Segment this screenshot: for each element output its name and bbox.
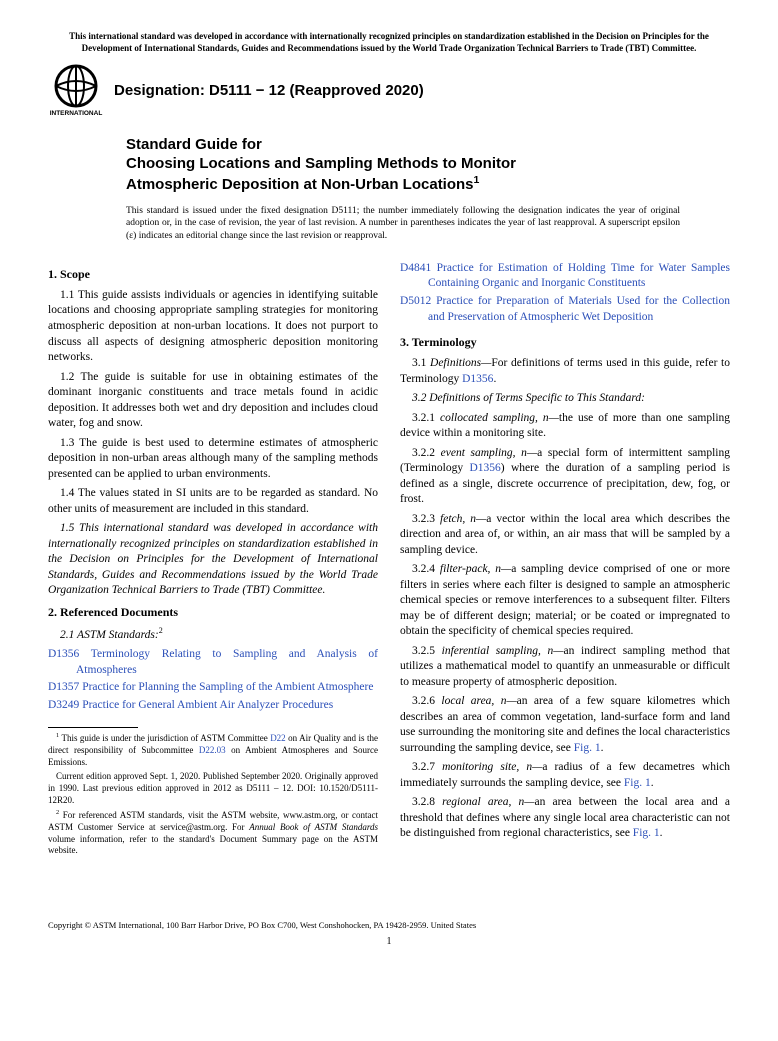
title-main: Choosing Locations and Sampling Methods … <box>126 155 710 195</box>
ref-link-d3249[interactable]: D3249 <box>48 699 79 711</box>
para-3-1: 3.1 Definitions—For definitions of terms… <box>400 356 730 387</box>
footnote-rule <box>48 727 138 728</box>
left-column: 1. Scope 1.1 This guide assists individu… <box>48 261 378 860</box>
right-column: D4841 Practice for Estimation of Holding… <box>400 261 730 860</box>
ref-d5012: D5012 Practice for Preparation of Materi… <box>400 294 730 325</box>
para-3-2-1: 3.2.1 collocated sampling, n—the use of … <box>400 411 730 442</box>
ref-d3249: D3249 Practice for General Ambient Air A… <box>48 698 378 714</box>
term-link-d1356-2[interactable]: D1356 <box>469 462 500 474</box>
para-3-2-4: 3.2.4 filter-pack, n—a sampling device c… <box>400 562 730 640</box>
title-lead: Standard Guide for <box>126 136 710 155</box>
fig1-link-c[interactable]: Fig. 1 <box>633 827 660 839</box>
para-3-2: 3.2 Definitions of Terms Specific to Thi… <box>400 391 730 407</box>
terminology-heading: 3. Terminology <box>400 335 730 350</box>
title-superscript: 1 <box>474 174 480 186</box>
astm-logo-icon: INTERNATIONAL <box>48 62 104 118</box>
para-1-4: 1.4 The values stated in SI units are to… <box>48 486 378 517</box>
logo-label: INTERNATIONAL <box>50 110 103 117</box>
body-columns: 1. Scope 1.1 This guide assists individu… <box>48 261 730 860</box>
page-number: 1 <box>48 936 730 947</box>
para-1-1: 1.1 This guide assists individuals or ag… <box>48 288 378 366</box>
fig1-link-a[interactable]: Fig. 1 <box>574 742 601 754</box>
designation-line: Designation: D5111 − 12 (Reapproved 2020… <box>114 82 424 99</box>
ref-d4841: D4841 Practice for Estimation of Holding… <box>400 261 730 292</box>
ref-link-d4841[interactable]: D4841 <box>400 262 431 274</box>
scope-heading: 1. Scope <box>48 267 378 282</box>
ref-d1357: D1357 Practice for Planning the Sampling… <box>48 680 378 696</box>
para-1-5: 1.5 This international standard was deve… <box>48 521 378 599</box>
title-line-1: Choosing Locations and Sampling Methods … <box>126 155 516 172</box>
para-3-2-3: 3.2.3 fetch, n—a vector within the local… <box>400 512 730 559</box>
para-3-2-2: 3.2.2 event sampling, n—a special form o… <box>400 446 730 508</box>
para-1-2: 1.2 The guide is suitable for use in obt… <box>48 370 378 432</box>
title-block: Standard Guide for Choosing Locations an… <box>126 136 710 194</box>
para-1-3: 1.3 The guide is best used to determine … <box>48 436 378 483</box>
issued-note: This standard is issued under the fixed … <box>126 205 680 243</box>
ref-link-d1357[interactable]: D1357 <box>48 681 79 693</box>
fn-link-d22-03[interactable]: D22.03 <box>199 745 226 755</box>
header-row: INTERNATIONAL Designation: D5111 − 12 (R… <box>48 62 730 118</box>
para-3-2-7: 3.2.7 monitoring site, n—a radius of a f… <box>400 760 730 791</box>
para-3-2-5: 3.2.5 inferential sampling, n—an indirec… <box>400 644 730 691</box>
ref-d1356: D1356 Terminology Relating to Sampling a… <box>48 647 378 678</box>
footnote-1: 1 This guide is under the jurisdiction o… <box>48 732 378 768</box>
ref-link-d1356[interactable]: D1356 <box>48 648 79 660</box>
top-notice: This international standard was develope… <box>48 30 730 54</box>
fig1-link-b[interactable]: Fig. 1 <box>624 777 651 789</box>
refdocs-heading: 2. Referenced Documents <box>48 605 378 620</box>
footnote-1b: Current edition approved Sept. 1, 2020. … <box>48 771 378 806</box>
footnote-2: 2 For referenced ASTM standards, visit t… <box>48 809 378 857</box>
copyright-line: Copyright © ASTM International, 100 Barr… <box>48 920 730 930</box>
title-line-2: Atmospheric Deposition at Non-Urban Loca… <box>126 176 474 193</box>
term-link-d1356[interactable]: D1356 <box>462 373 493 385</box>
document-page: This international standard was develope… <box>0 0 778 967</box>
para-3-2-6: 3.2.6 local area, n—an area of a few squ… <box>400 694 730 756</box>
fn-link-d22[interactable]: D22 <box>270 733 286 743</box>
ref-link-d5012[interactable]: D5012 <box>400 295 431 307</box>
refdocs-sub: 2.1 ASTM Standards:2 <box>48 626 378 643</box>
para-3-2-8: 3.2.8 regional area, n—an area between t… <box>400 795 730 842</box>
